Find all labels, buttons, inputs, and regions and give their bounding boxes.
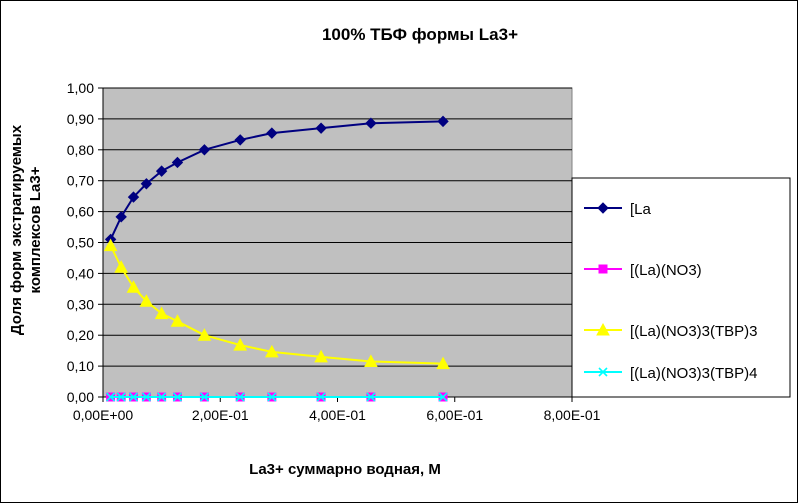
data-point-series-2 [114, 260, 129, 273]
y-axis-label-line-2: комплексов La3+ [27, 166, 44, 293]
series-line-2 [109, 245, 444, 365]
x-tick-label: 6,00E-01 [426, 407, 483, 423]
data-point-series-2 [233, 338, 248, 351]
data-point-series-0 [198, 144, 211, 156]
data-point-series-0 [155, 165, 168, 177]
legend-label: [(La)(NO3)3(TBP)3 [630, 323, 758, 340]
data-point-series-2 [364, 354, 378, 367]
y-tick-label: 1,00 [67, 80, 94, 96]
chart-title: 100% ТБФ формы La3+ [322, 25, 518, 44]
x-tick-label: 4,00E-01 [309, 407, 366, 423]
data-point-series-0 [437, 115, 449, 128]
data-point-series-3 [366, 392, 376, 402]
marker-x-stroke [172, 392, 183, 402]
data-point-series-3 [316, 392, 326, 402]
marker-x-stroke [106, 392, 116, 402]
legend-label: [(La)(NO3)3(TBP)4 [630, 365, 758, 382]
x-tick-label: 2,00E-01 [192, 407, 249, 423]
marker-x-stroke [235, 392, 245, 402]
data-point-series-2 [314, 349, 328, 363]
marker-x-stroke [366, 392, 376, 402]
data-point-series-3 [157, 392, 167, 402]
y-tick-label: 0,90 [67, 111, 94, 127]
data-point-series-3 [199, 392, 209, 402]
marker-x-stroke [267, 392, 277, 402]
data-point-series-3 [235, 392, 245, 402]
legend-marker [598, 367, 608, 377]
marker-x-stroke [116, 392, 126, 402]
data-point-series-3 [172, 392, 183, 402]
legend-marker [596, 322, 610, 336]
legend: [La [(La)(NO3) [(La)(NO3)3(TBP)3 [(La)(NO3)… [571, 177, 791, 398]
y-tick-label: 0,70 [67, 173, 94, 189]
data-point-series-0 [234, 134, 246, 146]
marker-x-stroke [157, 392, 167, 402]
marker-x-stroke [128, 392, 139, 402]
y-tick-label: 0,80 [67, 142, 94, 158]
data-point-series-2 [436, 356, 450, 370]
data-point-series-0 [127, 191, 140, 203]
legend-marker [598, 264, 608, 274]
x-tick-label: 8,00E-01 [544, 407, 601, 423]
data-point-series-0 [266, 127, 278, 139]
legend-box [571, 177, 791, 398]
legend-label: [(La)(NO3) [630, 262, 702, 279]
data-point-series-2 [264, 344, 279, 358]
y-tick-label: 0,20 [67, 327, 94, 343]
marker-x-stroke [199, 392, 209, 402]
y-tick-label: 0,10 [67, 358, 94, 374]
data-point-series-0 [115, 211, 127, 223]
data-point-series-2 [197, 328, 212, 341]
marker-x-stroke [598, 367, 608, 377]
y-axis-label-line-1: Доля форм экстрагируемых [8, 124, 25, 335]
data-point-series-0 [315, 122, 327, 134]
data-point-series-2 [170, 314, 185, 327]
data-point-series-3 [116, 392, 126, 402]
legend-label: [La [630, 201, 652, 218]
marker-x-stroke [316, 392, 326, 402]
y-tick-label: 0,40 [67, 265, 94, 281]
legend-marker [597, 202, 609, 214]
data-point-series-0 [140, 178, 153, 190]
y-tick-label: 0,00 [67, 389, 94, 405]
data-point-series-3 [128, 392, 139, 402]
x-axis-label: La3+ суммарно водная, М [249, 461, 441, 478]
data-point-series-2 [154, 306, 169, 320]
data-point-series-0 [171, 156, 184, 169]
data-point-series-3 [106, 392, 116, 402]
y-tick-label: 0,30 [67, 296, 94, 312]
data-point-series-3 [438, 392, 448, 402]
data-point-series-2 [103, 238, 118, 252]
x-tick-label: 0,00E+00 [73, 407, 134, 423]
data-point-series-2 [126, 280, 141, 293]
data-point-series-3 [267, 392, 277, 402]
data-point-series-2 [139, 294, 154, 307]
marker-x-stroke [438, 392, 448, 402]
plot-area: 0,00 0,10 0,20 0,30 0,40 0,50 0,60 0,70 0,80 0,90… [67, 80, 601, 423]
data-point-series-0 [365, 117, 377, 129]
y-tick-label: 0,50 [67, 235, 94, 251]
y-tick-label: 0,60 [67, 204, 94, 220]
data-point-series-3 [141, 392, 151, 402]
y-axis-label: Доля форм экстрагируемых комплексов La3+ [8, 124, 44, 335]
marker-x-stroke [141, 392, 151, 402]
